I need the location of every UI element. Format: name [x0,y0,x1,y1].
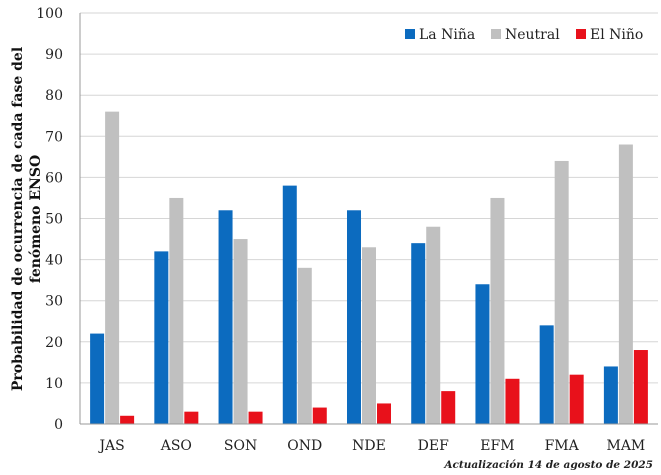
y-tick-label: 10 [45,376,63,392]
bar [184,411,199,424]
bar [90,333,105,424]
bar [169,197,184,424]
bar [362,247,376,424]
bars [90,111,648,424]
bar [377,403,391,424]
x-tick-label: EFM [480,438,514,454]
bar [441,391,456,424]
x-tick-label: FMA [545,438,580,454]
x-tick-label: SON [224,438,257,454]
x-tick-label: NDE [352,438,386,454]
y-tick-label: 100 [36,6,63,22]
bar [154,251,169,424]
legend-swatch [405,29,415,39]
y-tick-label: 0 [54,417,63,433]
bar [539,325,554,424]
bar [633,350,648,424]
x-tick-label: JAS [97,438,124,454]
legend: La Niña Neutral El Niño [405,27,643,43]
y-axis-label-line-2: fenómeno ENSO [28,155,44,283]
legend-label: El Niño [590,27,643,43]
y-tick-label: 60 [45,170,63,186]
bar [347,210,361,424]
bar [569,374,584,424]
y-tick-label: 40 [45,253,63,269]
bar [233,239,248,424]
y-axis-label-line-1: Probabilidad de ocurrencia de cada fase … [10,47,26,391]
x-tick-label: MAM [606,438,645,454]
x-tick-label: OND [287,438,322,454]
x-tick-label: DEF [418,438,449,454]
bar [505,378,520,424]
legend-swatch [576,29,586,39]
bar [282,185,297,424]
update-note: Actualización 14 de agosto de 2025 [443,459,653,471]
legend-swatch [491,29,501,39]
y-axis-ticks: 0 10 20 30 40 50 60 70 80 90 100 [36,6,63,433]
bar [120,415,135,424]
legend-label: La Niña [419,27,475,43]
bar [490,197,505,424]
bar [475,284,490,424]
y-tick-label: 30 [45,294,63,310]
bar [554,160,569,424]
bar [426,226,441,424]
x-tick-label: ASO [160,438,192,454]
bar [411,243,426,424]
y-tick-label: 90 [45,47,63,63]
bar [105,111,120,424]
y-tick-label: 50 [45,212,63,228]
bar [297,267,312,424]
bar [618,144,633,424]
bar [218,210,233,424]
bar [603,366,618,424]
y-tick-label: 80 [45,88,63,104]
y-tick-label: 20 [45,335,63,351]
bar [248,411,263,424]
y-tick-label: 70 [45,129,63,145]
bar [312,407,327,424]
x-axis-categories: JAS ASO SON OND NDE DEF EFM FMA MAM [97,438,645,454]
legend-label: Neutral [505,27,560,43]
